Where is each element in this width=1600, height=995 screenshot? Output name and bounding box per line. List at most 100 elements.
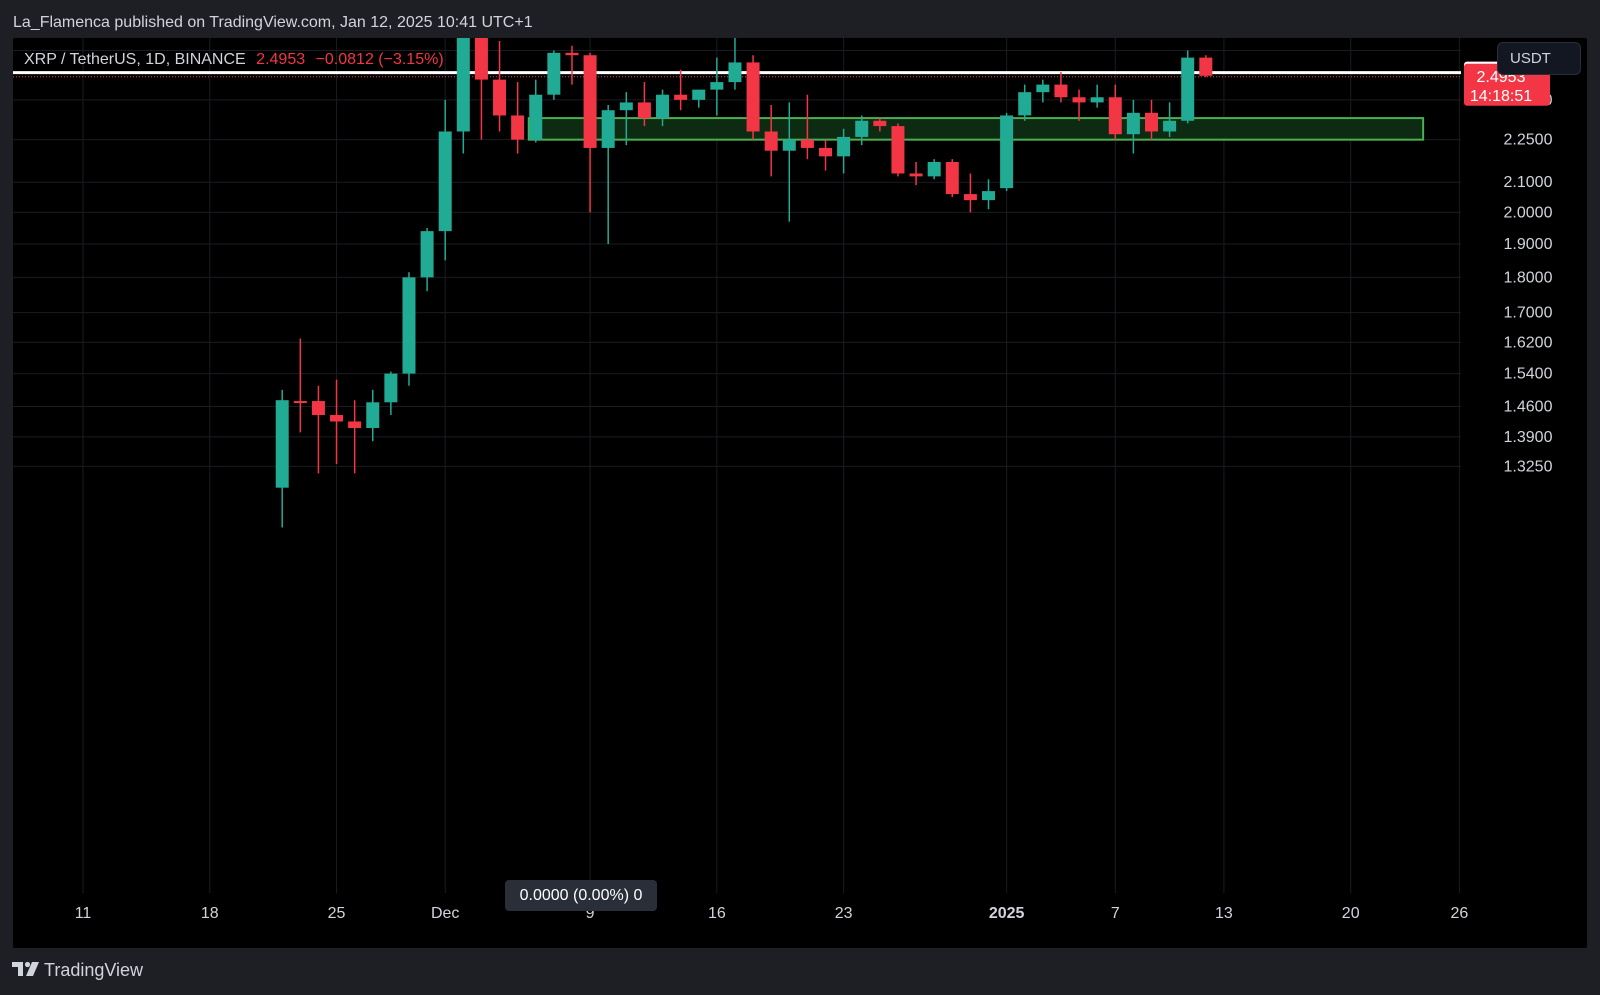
candle [583, 52, 597, 213]
price-tick-label: 1.8000 [1504, 269, 1553, 286]
candle-body [438, 131, 452, 232]
brand-name[interactable]: TradingView [44, 960, 144, 980]
candle [1163, 102, 1177, 137]
candle-body [1199, 57, 1213, 76]
candle [1054, 72, 1068, 103]
candle-body [330, 415, 344, 422]
candle-body [583, 55, 597, 148]
candle-body [293, 401, 307, 404]
time-tick-label: 16 [708, 905, 726, 922]
candle-body [837, 136, 851, 157]
price-axis [1461, 38, 1587, 948]
candle [710, 57, 724, 116]
time-tick-label: 26 [1450, 905, 1468, 922]
candle-body [601, 110, 615, 148]
price-tick-label: 1.7000 [1504, 305, 1553, 322]
candle-body [728, 62, 742, 83]
candle-body [1054, 84, 1068, 98]
candle [1090, 84, 1104, 108]
candle [927, 159, 941, 180]
candle [1036, 79, 1050, 103]
candle-body [511, 115, 525, 140]
candle [474, 38, 488, 140]
candle [293, 338, 307, 433]
candle-body [402, 277, 416, 374]
chart-panel[interactable]: 3.40003.20003.00002.80002.60002.40002.25… [13, 38, 1587, 948]
candle [674, 69, 688, 111]
candle [330, 379, 344, 465]
candle [275, 389, 289, 528]
time-tick-label: 13 [1215, 905, 1233, 922]
candle-body [927, 161, 941, 177]
candle-body [366, 402, 380, 429]
candle-body [782, 139, 796, 151]
candle [855, 115, 869, 146]
candle [873, 118, 887, 132]
price-change: −0.0812 (−3.15%) [315, 51, 444, 68]
candle-body [982, 191, 995, 201]
candle-body [456, 38, 470, 132]
candle-body [710, 82, 724, 90]
candle-body [311, 401, 325, 416]
price-tick-label: 1.3900 [1504, 429, 1553, 446]
candle-body [873, 120, 887, 127]
symbol-legend: XRP / TetherUS, 1D, BINANCE 2.4953 −0.08… [24, 51, 444, 69]
measure-readout: 0.0000 (0.00%) 0 [505, 880, 657, 911]
candle [348, 400, 362, 474]
candle [529, 79, 543, 143]
time-axis [13, 893, 1461, 948]
currency-button[interactable]: USDT [1497, 42, 1581, 75]
price-tick-label: 2.2500 [1504, 132, 1553, 149]
candle-body [637, 102, 651, 119]
candle-body [656, 94, 670, 119]
candle [1108, 84, 1122, 140]
candle [819, 139, 833, 171]
candle-body [348, 421, 362, 429]
candle [1181, 50, 1195, 124]
candle-body [855, 120, 869, 137]
candle-body [493, 79, 507, 116]
candle-body [909, 173, 923, 177]
tradingview-logo-icon[interactable] [12, 959, 40, 979]
candle-body [1018, 92, 1032, 116]
candle-body [764, 131, 778, 151]
candle [493, 41, 507, 132]
candle-body [1000, 115, 1014, 189]
candle [547, 50, 561, 100]
price-tick-label: 1.4600 [1504, 399, 1553, 416]
time-tick-label: 7 [1111, 905, 1120, 922]
candle-body [819, 147, 833, 157]
candle-body [746, 62, 760, 132]
candle [656, 89, 670, 127]
candle-body [565, 52, 579, 56]
candle-body [1036, 84, 1050, 93]
candle [601, 104, 615, 244]
candle [746, 55, 760, 140]
candle-body [674, 94, 688, 100]
price-tick-label: 2.1000 [1504, 174, 1553, 191]
candle-body [384, 373, 398, 403]
candle-body [692, 89, 706, 100]
price-tick-label: 1.6200 [1504, 334, 1553, 351]
candle [1144, 99, 1158, 140]
candle-body [1181, 57, 1195, 121]
candle-body [891, 126, 905, 174]
candle [945, 159, 959, 198]
candle [1199, 55, 1213, 78]
candle [637, 82, 651, 127]
candle-body [474, 38, 488, 80]
price-tick-label: 1.9000 [1504, 236, 1553, 253]
candle-body [275, 400, 289, 488]
candle-body [1163, 120, 1177, 132]
candle [909, 161, 923, 186]
candle [782, 102, 796, 222]
candle [311, 385, 325, 474]
candle [366, 389, 380, 442]
price-tick-label: 2.0000 [1504, 204, 1553, 221]
candle [692, 89, 706, 108]
candle-body [619, 102, 633, 111]
candle [764, 104, 778, 177]
candle-body [420, 231, 434, 278]
symbol-title: XRP / TetherUS, 1D, BINANCE [24, 51, 246, 68]
price-chart[interactable]: 3.40003.20003.00002.80002.60002.40002.25… [13, 38, 1587, 948]
